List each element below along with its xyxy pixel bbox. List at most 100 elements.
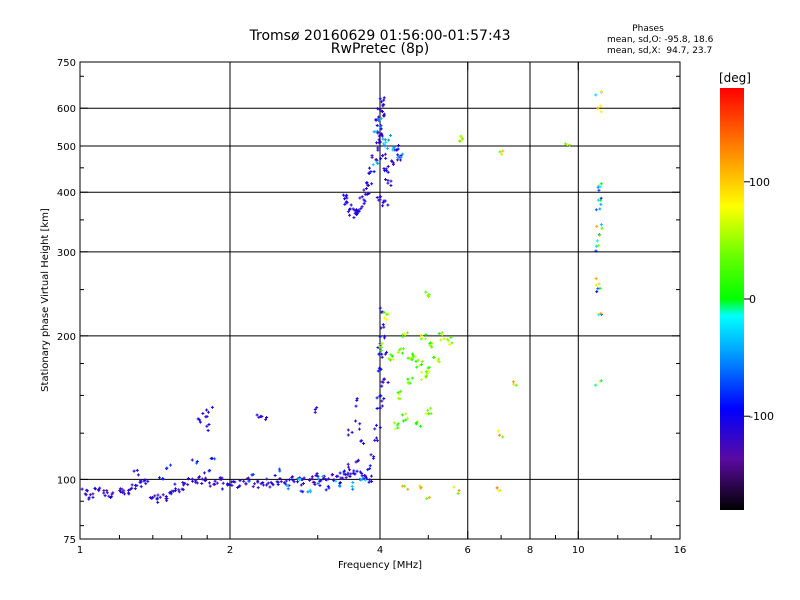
data-point [599, 89, 603, 93]
data-point [266, 481, 270, 485]
data-point [405, 331, 409, 335]
chart-subtitle: RwPretec (8p) [331, 41, 429, 57]
data-point [594, 383, 598, 387]
data-point [379, 394, 383, 398]
data-point [255, 413, 259, 417]
x-tick-label: 8 [527, 545, 533, 556]
data-point [352, 469, 356, 473]
data-point [384, 156, 388, 160]
data-point [345, 193, 349, 197]
data-point [396, 153, 400, 157]
data-point [437, 331, 441, 335]
data-point [348, 213, 352, 217]
data-point [397, 396, 401, 400]
data-point [105, 489, 109, 493]
data-point [457, 488, 461, 492]
data-point [355, 469, 359, 473]
data-point [401, 335, 405, 339]
data-point [363, 478, 367, 482]
y-tick-label: 75 [63, 535, 76, 546]
data-point [346, 462, 350, 466]
data-point [378, 306, 382, 310]
data-point [119, 490, 123, 494]
data-point [370, 155, 374, 159]
data-point [342, 193, 346, 197]
data-point [415, 365, 419, 369]
data-point [195, 461, 199, 465]
data-point [389, 133, 393, 137]
data-point [319, 479, 323, 483]
data-point [123, 492, 127, 496]
data-point [253, 482, 257, 486]
y-tick-label: 300 [57, 248, 76, 259]
data-point [198, 420, 202, 424]
data-point [259, 482, 263, 486]
colorbar-unit: [deg] [719, 71, 751, 85]
data-point [396, 156, 400, 160]
data-point [456, 491, 460, 495]
data-point [383, 352, 387, 356]
data-point [449, 335, 453, 339]
data-point [448, 343, 452, 347]
data-point [377, 366, 381, 370]
data-point [380, 355, 384, 359]
data-point [495, 486, 499, 490]
data-point [205, 415, 209, 419]
data-point [599, 223, 603, 227]
data-point [427, 412, 431, 416]
data-point [382, 167, 386, 171]
data-point [349, 472, 353, 476]
data-point [445, 337, 449, 341]
data-point [173, 482, 177, 486]
data-point [146, 479, 150, 483]
data-point [391, 357, 395, 361]
x-tick-label: 2 [227, 545, 233, 556]
y-tick-label: 200 [57, 332, 76, 343]
data-point [181, 480, 185, 484]
data-point [419, 486, 423, 490]
data-point [365, 476, 369, 480]
data-point [341, 476, 345, 480]
data-point [426, 366, 430, 370]
data-point [378, 108, 382, 112]
data-point [165, 466, 169, 470]
data-point [343, 197, 347, 201]
data-point [406, 356, 410, 360]
data-point [348, 468, 352, 472]
data-point [308, 488, 312, 492]
data-point [418, 424, 422, 428]
data-point [598, 233, 602, 237]
data-point [206, 410, 210, 414]
data-point [439, 338, 443, 342]
data-point [375, 436, 379, 440]
data-point [204, 478, 208, 482]
data-point [383, 377, 387, 381]
data-point [380, 404, 384, 408]
data-point [379, 127, 383, 131]
data-point [299, 489, 303, 493]
data-point [286, 487, 290, 491]
data-point [594, 93, 598, 97]
data-point [171, 489, 175, 493]
data-point [233, 480, 237, 484]
data-point [130, 483, 134, 487]
data-point [594, 249, 598, 253]
data-point [331, 473, 335, 477]
data-point [598, 185, 602, 189]
data-point [397, 348, 401, 352]
data-point [120, 491, 124, 495]
data-point [385, 312, 389, 316]
data-point [359, 478, 363, 482]
data-point [414, 422, 418, 426]
data-point [195, 459, 199, 463]
data-point [360, 477, 364, 481]
data-point [396, 426, 400, 430]
data-point [406, 416, 410, 420]
data-point [155, 496, 159, 500]
y-tick-label: 500 [57, 142, 76, 153]
data-point [437, 360, 441, 364]
data-point [400, 413, 404, 417]
data-point [247, 479, 251, 483]
data-point [207, 469, 211, 473]
data-point [349, 203, 353, 207]
